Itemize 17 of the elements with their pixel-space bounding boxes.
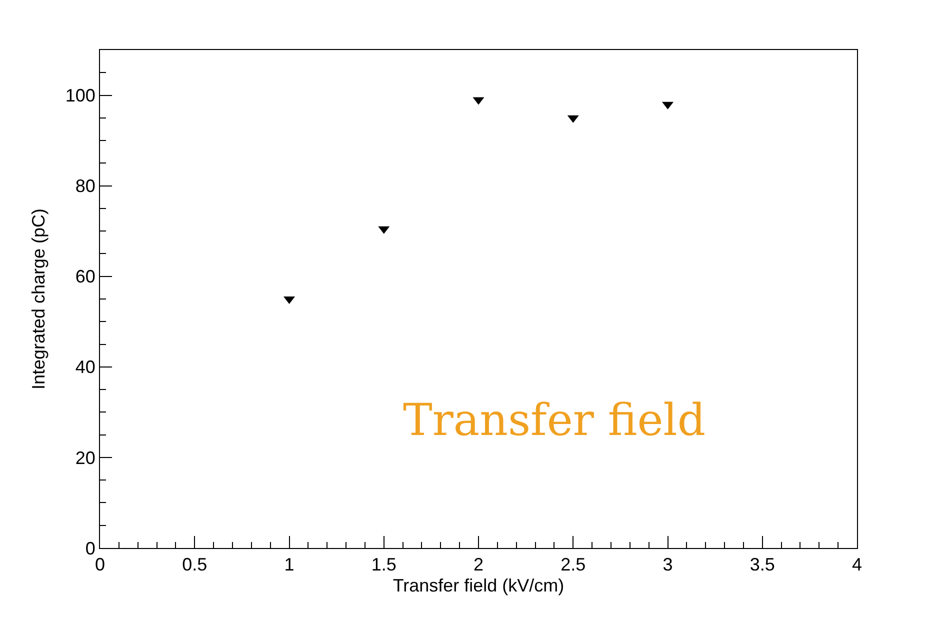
x-tick-label: 2: [473, 554, 484, 575]
x-tick-label: 1.5: [371, 554, 396, 575]
x-tick-label: 3.5: [750, 554, 775, 575]
y-tick-label: 80: [75, 176, 96, 196]
x-tick-label: 1: [284, 554, 294, 575]
x-tick-label: 0.5: [182, 554, 208, 575]
y-tick-label: 20: [75, 448, 96, 468]
y-tick-label: 40: [75, 357, 96, 378]
y-tick-label: 100: [65, 86, 96, 106]
x-tick-label: 4: [852, 554, 862, 575]
y-axis-title: Integrated charge (pC): [28, 208, 49, 390]
x-tick-label: 2.5: [560, 554, 586, 575]
y-tick-label: 60: [75, 266, 96, 287]
x-tick-label: 3: [662, 554, 673, 575]
annotation: Transfer field: [403, 395, 706, 446]
y-tick-label: 0: [85, 538, 96, 558]
x-axis-title: Transfer field (kV/cm): [392, 576, 564, 596]
